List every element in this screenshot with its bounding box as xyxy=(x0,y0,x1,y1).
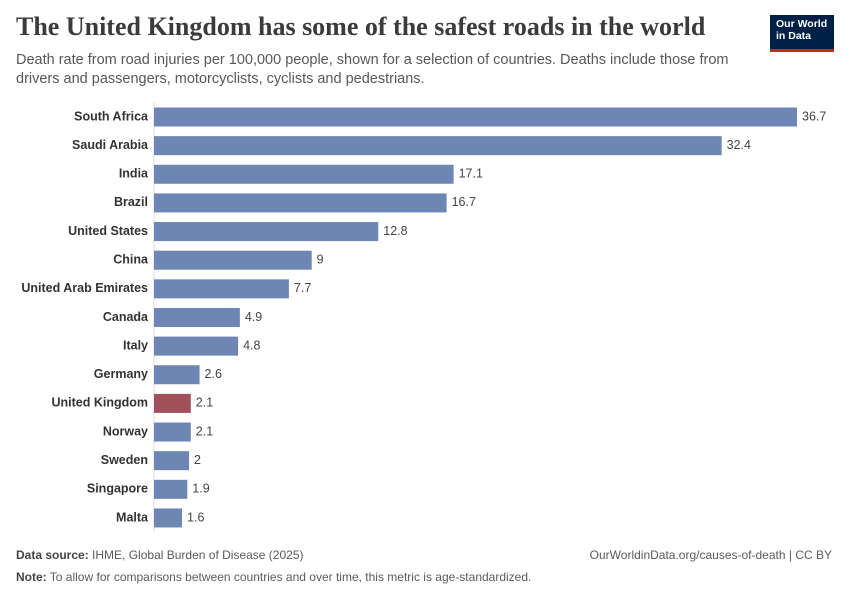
category-label: India xyxy=(119,167,149,181)
note: Note: To allow for comparisons between c… xyxy=(16,570,531,584)
bar xyxy=(154,479,188,499)
category-label: Canada xyxy=(103,310,149,324)
bar xyxy=(154,336,239,356)
source-text: IHME, Global Burden of Disease (2025) xyxy=(92,548,304,562)
bar xyxy=(154,136,722,156)
category-label: United States xyxy=(68,224,148,238)
bar xyxy=(154,279,289,299)
bar xyxy=(154,451,190,471)
bar xyxy=(154,222,379,242)
value-label: 4.8 xyxy=(243,338,260,352)
category-label: China xyxy=(113,252,149,266)
bar xyxy=(154,107,797,127)
value-label: 17.1 xyxy=(459,167,483,181)
note-label: Note: xyxy=(16,570,47,584)
chart: South Africa 36.7 Saudi Arabia 32.4 India 17.… xyxy=(21,102,826,532)
bar xyxy=(154,193,447,213)
category-label: Germany xyxy=(94,367,148,381)
category-label: Norway xyxy=(103,424,148,438)
category-label: United Arab Emirates xyxy=(21,281,148,295)
category-label: Italy xyxy=(123,338,148,352)
bar xyxy=(154,422,191,442)
logo[interactable]: Our World in Data xyxy=(770,15,834,52)
category-label: Saudi Arabia xyxy=(72,138,149,152)
category-label: Malta xyxy=(116,510,149,524)
value-label: 32.4 xyxy=(727,138,751,152)
value-label: 16.7 xyxy=(452,195,476,209)
chart-subtitle: Death rate from road injuries per 100,00… xyxy=(16,52,729,87)
category-label: South Africa xyxy=(74,109,149,123)
category-label: Brazil xyxy=(114,195,148,209)
logo-line: in Data xyxy=(776,30,812,42)
note-text: To allow for comparisons between countri… xyxy=(49,570,532,584)
value-label: 1.9 xyxy=(192,482,209,496)
value-label: 36.7 xyxy=(802,109,826,123)
bar xyxy=(154,164,454,184)
bar xyxy=(154,393,191,413)
source-label: Data source: xyxy=(16,548,89,562)
url[interactable]: OurWorldinData.org/causes-of-death | CC … xyxy=(589,548,832,562)
category-label: Sweden xyxy=(101,453,148,467)
value-label: 4.9 xyxy=(245,310,262,324)
bar xyxy=(154,365,200,385)
value-label: 2.1 xyxy=(196,396,213,410)
bar xyxy=(154,250,312,270)
category-label: Singapore xyxy=(87,482,148,496)
value-label: 9 xyxy=(317,252,324,266)
bar xyxy=(154,508,183,528)
value-label: 2.6 xyxy=(205,367,222,381)
value-label: 2.1 xyxy=(196,424,213,438)
value-label: 2 xyxy=(194,453,201,467)
chart-title: The United Kingdom has some of the safes… xyxy=(16,12,706,41)
logo-line: Our World xyxy=(776,18,828,30)
value-label: 7.7 xyxy=(294,281,311,295)
source: Data source: IHME, Global Burden of Dise… xyxy=(16,548,303,562)
category-label: United Kingdom xyxy=(51,396,148,410)
value-label: 1.6 xyxy=(187,510,204,524)
bar xyxy=(154,307,240,327)
value-label: 12.8 xyxy=(383,224,407,238)
